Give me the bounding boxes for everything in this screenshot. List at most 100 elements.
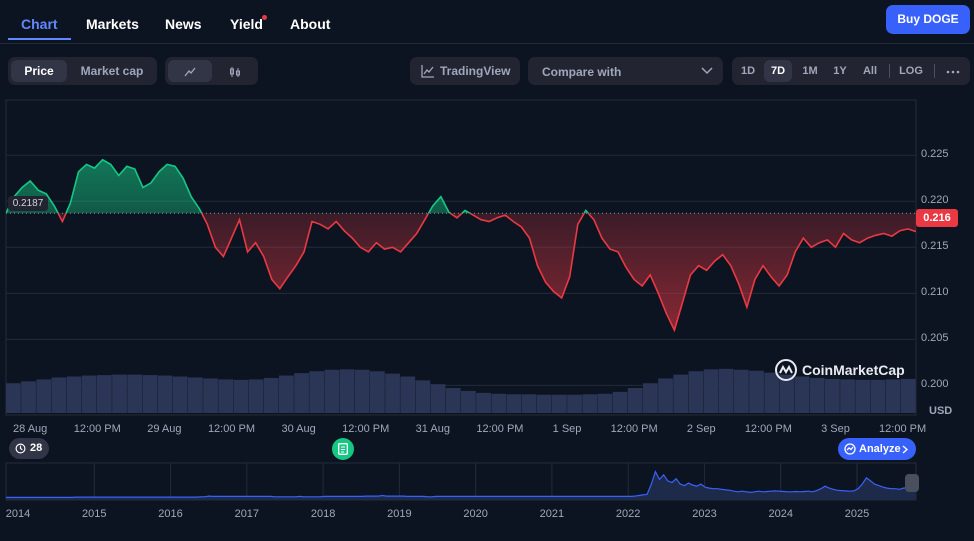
price-marketcap-toggle: Price Market cap bbox=[8, 57, 157, 85]
volume-bar bbox=[597, 393, 613, 413]
volume-bar bbox=[309, 371, 325, 413]
volume-bar bbox=[461, 390, 476, 413]
tab-news[interactable]: News bbox=[165, 16, 202, 32]
analyze-icon bbox=[844, 443, 856, 455]
line-chart-icon bbox=[184, 67, 196, 77]
navigator-year-label: 2014 bbox=[5, 508, 31, 520]
area-fill-down bbox=[58, 213, 916, 331]
navigator-year-label: 2015 bbox=[82, 508, 107, 520]
history-icon bbox=[15, 443, 26, 454]
divider bbox=[889, 64, 890, 78]
compare-with-label: Compare with bbox=[542, 65, 622, 79]
volume-bar bbox=[673, 374, 689, 413]
tradingview-label: TradingView bbox=[440, 64, 511, 78]
volume-bar bbox=[218, 379, 234, 413]
volume-bar bbox=[415, 380, 431, 413]
coinmarketcap-logo-icon bbox=[775, 359, 797, 381]
candlestick-button[interactable] bbox=[215, 57, 255, 85]
navigator-year-label: 2022 bbox=[615, 508, 641, 520]
volume-bar bbox=[324, 369, 340, 413]
volume-bar bbox=[658, 378, 673, 413]
navigator-year-label: 2018 bbox=[310, 508, 336, 520]
volume-bar bbox=[279, 375, 294, 413]
volume-bar bbox=[354, 369, 370, 413]
navigator-year-label: 2023 bbox=[692, 508, 717, 520]
volume-bar bbox=[567, 394, 582, 413]
volume-bar bbox=[81, 375, 97, 413]
tab-markets[interactable]: Markets bbox=[86, 16, 139, 32]
chart-type-toggle bbox=[165, 57, 258, 85]
x-tick-label: 12:00 PM bbox=[73, 423, 121, 435]
volume-bar bbox=[718, 368, 734, 413]
compare-with-select[interactable]: Compare with bbox=[528, 57, 723, 85]
volume-bar bbox=[97, 375, 112, 413]
y-tick-label: 0.210 bbox=[921, 286, 949, 299]
tab-chart[interactable]: Chart bbox=[21, 16, 58, 32]
active-tab-underline bbox=[8, 38, 71, 40]
start-price-tag: 0.2187 bbox=[8, 196, 48, 211]
history-button[interactable]: 28 bbox=[9, 438, 49, 459]
navigator-chart[interactable] bbox=[5, 462, 917, 501]
marketcap-toggle[interactable]: Market cap bbox=[80, 64, 144, 78]
range-1d[interactable]: 1D bbox=[740, 65, 756, 77]
range-1m[interactable]: 1M bbox=[802, 65, 818, 77]
volume-bar bbox=[233, 379, 249, 413]
volume-bar bbox=[627, 388, 643, 413]
navigator-range-handle[interactable] bbox=[905, 474, 919, 492]
history-count: 28 bbox=[30, 442, 43, 454]
y-tick-label: 0.220 bbox=[921, 194, 949, 207]
volume-bar bbox=[506, 394, 522, 413]
volume-bar bbox=[749, 370, 764, 413]
more-icon bbox=[946, 70, 960, 74]
price-toggle[interactable]: Price bbox=[11, 60, 67, 82]
news-note-button[interactable] bbox=[332, 438, 354, 460]
volume-bar bbox=[157, 375, 173, 413]
y-tick-label: 0.205 bbox=[921, 332, 949, 345]
range-all[interactable]: All bbox=[862, 65, 878, 77]
document-icon bbox=[338, 443, 348, 455]
volume-bar bbox=[127, 374, 143, 413]
tab-about[interactable]: About bbox=[290, 16, 331, 32]
volume-bars bbox=[6, 368, 916, 413]
volume-bar bbox=[370, 371, 385, 413]
navigator-year-label: 2017 bbox=[234, 508, 260, 520]
volume-bar bbox=[764, 372, 780, 413]
current-price-tag: 0.216 bbox=[916, 209, 958, 227]
coinmarketcap-watermark: CoinMarketCap bbox=[774, 358, 905, 382]
candlestick-icon bbox=[230, 66, 240, 77]
volume-bar bbox=[870, 379, 886, 413]
navigator-year-label: 2025 bbox=[844, 508, 870, 520]
navigator-year-label: 2016 bbox=[158, 508, 183, 520]
x-tick-label: 3 Sep bbox=[821, 423, 850, 435]
volume-bar bbox=[521, 394, 537, 413]
time-range-toggle: 1D 7D 1M 1Y All LOG bbox=[732, 57, 970, 85]
range-1y[interactable]: 1Y bbox=[833, 65, 847, 77]
line-chart-button[interactable] bbox=[168, 60, 212, 82]
navigator-year-label: 2024 bbox=[768, 508, 793, 520]
volume-bar bbox=[6, 383, 21, 413]
volume-bar bbox=[809, 377, 825, 413]
price-area bbox=[6, 158, 916, 333]
tradingview-button[interactable]: TradingView bbox=[410, 57, 520, 85]
tab-yield[interactable]: Yield bbox=[230, 16, 263, 32]
volume-bar bbox=[66, 376, 82, 413]
volume-bar bbox=[582, 394, 598, 413]
buy-doge-button[interactable]: Buy DOGE bbox=[886, 5, 970, 34]
range-7d[interactable]: 7D bbox=[764, 60, 792, 82]
volume-bar bbox=[339, 369, 355, 413]
x-tick-label: 12:00 PM bbox=[879, 423, 927, 435]
x-tick-label: 31 Aug bbox=[415, 423, 450, 435]
volume-bar bbox=[688, 371, 704, 413]
price-line-down bbox=[6, 213, 916, 333]
volume-bar bbox=[855, 379, 871, 413]
more-options-button[interactable] bbox=[940, 57, 966, 85]
x-tick-label: 12:00 PM bbox=[207, 423, 256, 435]
analyze-button[interactable]: Analyze bbox=[838, 438, 916, 460]
chevron-right-icon bbox=[902, 445, 908, 454]
volume-bar bbox=[885, 379, 901, 413]
log-scale-toggle[interactable]: LOG bbox=[899, 65, 923, 77]
x-tick-label: 29 Aug bbox=[147, 423, 182, 435]
volume-bar bbox=[552, 394, 567, 413]
